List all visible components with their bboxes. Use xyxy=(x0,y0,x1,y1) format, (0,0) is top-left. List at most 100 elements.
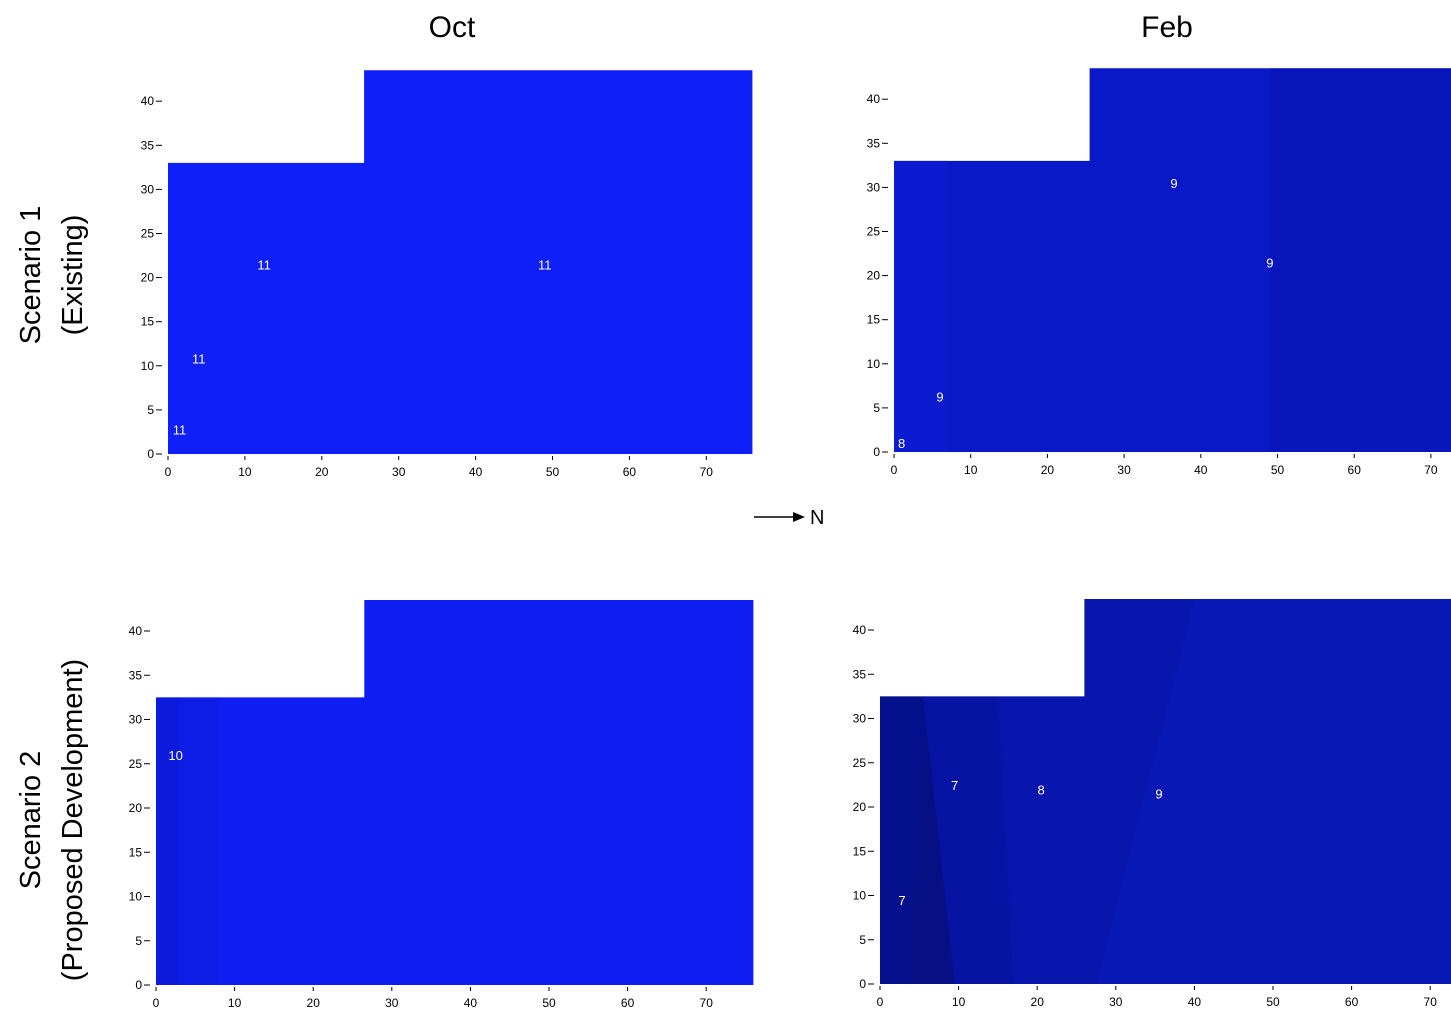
column-title-feb: Feb xyxy=(1141,11,1193,44)
contour-label: 9 xyxy=(1266,255,1273,270)
y-tick-label: 0 xyxy=(147,447,154,461)
y-tick-label: 30 xyxy=(141,182,155,196)
x-tick-label: 50 xyxy=(542,996,556,1010)
contour-band xyxy=(1269,68,1451,452)
y-tick-label: 25 xyxy=(853,756,867,770)
x-tick-label: 40 xyxy=(1194,463,1208,477)
x-tick-label: 10 xyxy=(228,996,242,1010)
x-tick-label: 10 xyxy=(952,995,966,1009)
y-tick-label: 0 xyxy=(859,977,866,991)
x-tick-label: 20 xyxy=(307,996,321,1010)
y-tick-label: 0 xyxy=(135,978,142,992)
contour-label: 11 xyxy=(192,352,206,367)
x-tick-label: 40 xyxy=(469,465,483,479)
contour-bands xyxy=(894,68,1451,452)
y-tick-label: 40 xyxy=(141,94,155,108)
x-tick-label: 10 xyxy=(238,465,252,479)
panel-oct-scenario-2: 0 5 10 15 20 25 30 35 40 0 10 20 30 40 50 60 70 10 xyxy=(129,600,754,1010)
column-title-oct: Oct xyxy=(429,11,476,44)
y-tick-label: 10 xyxy=(129,890,143,904)
x-tick-label: 10 xyxy=(964,463,978,477)
y-tick-label: 5 xyxy=(859,933,866,947)
x-tick-label: 70 xyxy=(700,465,714,479)
y-tick-label: 40 xyxy=(129,624,143,638)
row-title-scenario-2: Scenario 2 (Proposed Development) xyxy=(15,659,89,981)
contour-band xyxy=(907,696,955,984)
contour-band xyxy=(923,696,1014,984)
x-tick-label: 20 xyxy=(1041,463,1055,477)
y-tick-label: 35 xyxy=(141,138,155,152)
y-tick-label: 40 xyxy=(867,92,881,106)
x-tick-label: 60 xyxy=(1345,995,1359,1009)
contour-label: 7 xyxy=(898,893,905,908)
y-tick-label: 25 xyxy=(129,757,143,771)
y-tick-label: 10 xyxy=(141,359,155,373)
contour-band xyxy=(997,599,1195,984)
contour-band xyxy=(156,697,180,985)
contour-label: 11 xyxy=(538,257,552,272)
contour-bands xyxy=(880,599,1195,984)
north-arrow: N xyxy=(754,507,824,529)
heatmap-domain xyxy=(168,70,753,455)
y-tick-label: 15 xyxy=(141,315,155,329)
heatmap-domain xyxy=(156,600,754,985)
north-arrow-head xyxy=(793,512,805,522)
y-tick-label: 5 xyxy=(135,934,142,948)
x-tick-label: 0 xyxy=(877,995,884,1009)
x-tick-label: 0 xyxy=(891,463,898,477)
north-arrow-label: N xyxy=(810,507,824,529)
y-tick-label: 0 xyxy=(873,445,880,459)
row-title-scenario-1: Scenario 1 (Existing) xyxy=(15,206,89,345)
row-title-scenario-2-line1: Scenario 2 xyxy=(15,751,47,890)
contour-label: 8 xyxy=(898,436,905,451)
x-tick-label: 0 xyxy=(153,996,160,1010)
contour-band xyxy=(179,697,219,985)
row-title-scenario-1-line2: (Existing) xyxy=(57,215,89,336)
row-title-scenario-2-line2: (Proposed Development) xyxy=(57,659,89,981)
y-tick-label: 30 xyxy=(853,712,867,726)
y-tick-label: 35 xyxy=(853,667,867,681)
y-tick-label: 20 xyxy=(867,269,881,283)
y-tick-label: 20 xyxy=(129,801,143,815)
contour-label: 9 xyxy=(1170,176,1177,191)
y-tick-label: 15 xyxy=(853,844,867,858)
x-tick-label: 60 xyxy=(621,996,635,1010)
contour-bands xyxy=(156,697,219,985)
y-tick-label: 20 xyxy=(141,271,155,285)
y-tick-label: 35 xyxy=(129,668,143,682)
panel-feb-scenario-1: 0 5 10 15 20 25 30 35 40 0 10 20 30 40 50 60 70 9 9 9 8 xyxy=(867,68,1451,477)
y-tick-label: 35 xyxy=(867,136,881,150)
y-tick-label: 10 xyxy=(853,889,867,903)
x-tick-label: 60 xyxy=(1348,463,1362,477)
x-tick-label: 50 xyxy=(1271,463,1285,477)
y-tick-label: 15 xyxy=(867,313,881,327)
y-tick-label: 40 xyxy=(853,623,867,637)
y-tick-label: 15 xyxy=(129,845,143,859)
y-tick-label: 10 xyxy=(867,357,881,371)
panel-oct-scenario-1: 0 5 10 15 20 25 30 35 40 0 10 20 30 40 50 60 70 11 11 11 11 xyxy=(141,70,753,479)
contour-label: 11 xyxy=(173,422,187,437)
y-tick-label: 5 xyxy=(147,403,154,417)
y-tick-label: 5 xyxy=(873,401,880,415)
x-tick-label: 50 xyxy=(546,465,560,479)
x-tick-label: 30 xyxy=(1109,995,1123,1009)
x-tick-label: 40 xyxy=(1188,995,1202,1009)
y-tick-label: 25 xyxy=(867,225,881,239)
x-tick-label: 30 xyxy=(385,996,399,1010)
x-tick-label: 30 xyxy=(1117,463,1131,477)
contour-label: 7 xyxy=(951,778,958,793)
x-tick-label: 70 xyxy=(1424,463,1438,477)
x-tick-label: 40 xyxy=(464,996,478,1010)
contour-label: 8 xyxy=(1038,782,1045,797)
contour-label: 10 xyxy=(168,748,182,763)
panel-feb-scenario-2: 0 5 10 15 20 25 30 35 40 0 10 20 30 40 50 60 70 7 8 9 7 xyxy=(853,599,1451,1009)
y-tick-label: 25 xyxy=(141,227,155,241)
x-tick-label: 0 xyxy=(165,465,172,479)
contour-band xyxy=(894,160,948,452)
x-tick-label: 20 xyxy=(1031,995,1045,1009)
contour-label: 9 xyxy=(936,389,943,404)
x-tick-label: 70 xyxy=(700,996,714,1010)
contour-label: 11 xyxy=(257,257,271,272)
y-tick-label: 30 xyxy=(129,713,143,727)
